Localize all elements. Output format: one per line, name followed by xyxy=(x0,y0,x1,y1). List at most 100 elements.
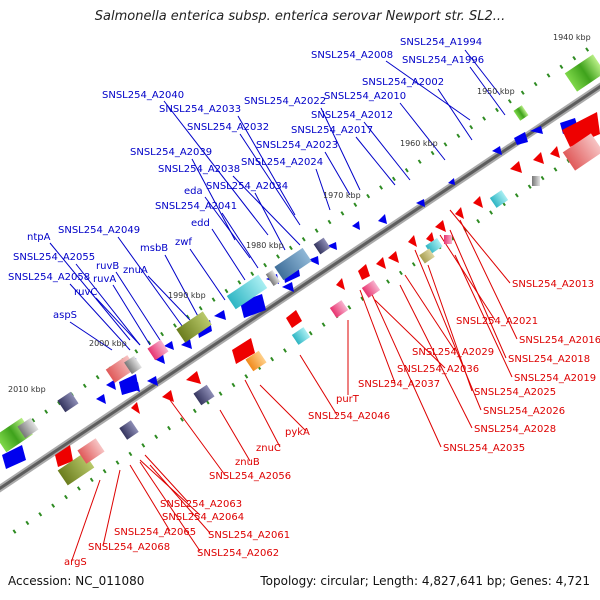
gene-label: SNSL254_A2025 xyxy=(474,387,556,398)
tick-mark xyxy=(553,167,558,172)
ruler-label: 1970 kbp xyxy=(323,191,361,200)
tick-mark xyxy=(283,348,287,353)
leader-line xyxy=(439,234,496,321)
leader-line xyxy=(204,196,251,259)
ruler-label: 1990 kbp xyxy=(168,291,206,300)
leader-line xyxy=(469,66,506,116)
gene-label: SNSL254_A2029 xyxy=(412,347,494,358)
leader-line xyxy=(147,275,191,321)
tick-mark xyxy=(192,408,197,414)
leader-line xyxy=(399,102,446,161)
gene-label: ntpA xyxy=(27,232,51,243)
leader-line xyxy=(211,228,246,281)
tick-mark xyxy=(31,418,36,423)
gene-label: msbB xyxy=(140,243,168,254)
gene-label: SNSL254_A2068 xyxy=(88,542,170,553)
tick-mark xyxy=(386,279,390,284)
tick-mark xyxy=(495,107,499,113)
tick-mark xyxy=(82,383,87,389)
leader-line xyxy=(69,321,113,351)
gene-label: argS xyxy=(64,557,87,568)
gene-label: aspS xyxy=(53,310,77,321)
ruler-label: 1950 kbp xyxy=(477,87,515,96)
gene-label: SNSL254_A2062 xyxy=(197,548,279,559)
tick-mark xyxy=(224,288,229,294)
map-title: Salmonella enterica subsp. enterica sero… xyxy=(94,9,506,24)
forward-gene-labels: SNSL254_A1994 SNSL254_A2008 SNSL254_A199… xyxy=(8,37,484,321)
tick-mark xyxy=(411,262,416,267)
tick-mark xyxy=(456,133,461,139)
tick-mark xyxy=(443,142,448,147)
gene-label: zwf xyxy=(175,237,192,248)
leader-line xyxy=(69,283,131,351)
gene-label: SNSL254_A2039 xyxy=(130,147,212,158)
gene-label: SNSL254_A2061 xyxy=(208,530,290,541)
gene-label: SNSL254_A2033 xyxy=(159,104,241,115)
leader-line xyxy=(399,284,473,429)
tick-mark xyxy=(76,486,81,491)
gene-label: SNSL254_A1996 xyxy=(402,55,484,66)
leader-line xyxy=(163,100,269,236)
label-leader-lines xyxy=(49,49,518,561)
gene-label: SNSL254_A2028 xyxy=(474,424,556,435)
tick-mark xyxy=(51,503,56,508)
annotation-blocks xyxy=(0,54,600,486)
backbone xyxy=(0,82,600,493)
gene-label: SNSL254_A2063 xyxy=(160,499,242,510)
tick-mark xyxy=(38,512,43,517)
gene-label: SNSL254_A2049 xyxy=(58,225,140,236)
gene-label: SNSL254_A1994 xyxy=(400,37,482,48)
ruler-label: 1980 kbp xyxy=(246,241,284,250)
tick-mark xyxy=(398,270,403,276)
leader-line xyxy=(464,49,501,96)
gene-label: SNSL254_A2017 xyxy=(291,125,373,136)
gene-label: purT xyxy=(336,394,360,405)
leader-line xyxy=(144,454,189,503)
gene-label: SNSL254_A2008 xyxy=(311,50,393,61)
leader-line xyxy=(129,464,171,532)
tick-mark xyxy=(250,271,255,276)
tick-mark xyxy=(64,494,68,500)
tick-mark xyxy=(520,90,525,95)
tick-mark xyxy=(198,306,203,311)
tick-mark xyxy=(514,193,519,198)
tick-mark xyxy=(353,202,358,207)
leader-line xyxy=(75,263,141,346)
tick-mark xyxy=(321,322,326,327)
gene-label: znuB xyxy=(235,457,260,468)
tick-mark xyxy=(115,460,120,465)
tick-mark xyxy=(244,374,249,379)
gene-label: SNSL254_A2055 xyxy=(13,252,95,263)
tick-mark xyxy=(572,55,577,61)
leader-line xyxy=(259,384,307,432)
tick-mark xyxy=(379,185,383,190)
leader-line xyxy=(189,248,226,301)
leader-line xyxy=(385,60,471,121)
leader-line xyxy=(437,88,473,141)
tick-mark xyxy=(540,175,545,181)
leader-line xyxy=(115,271,161,341)
leader-line xyxy=(324,151,351,196)
tick-mark xyxy=(391,176,396,182)
gene-label: ruvA xyxy=(93,274,116,285)
gene-label: SNSL254_A2038 xyxy=(158,164,240,175)
gene-label: pykA xyxy=(285,427,310,438)
leader-line xyxy=(102,469,121,547)
tick-mark xyxy=(237,280,242,285)
ruler-label: 1960 kbp xyxy=(400,139,438,148)
leader-line xyxy=(315,168,331,211)
tick-mark xyxy=(160,331,165,337)
gene-label: SNSL254_A2032 xyxy=(187,122,269,133)
tick-mark xyxy=(276,254,280,259)
tick-mark xyxy=(430,150,435,156)
tick-mark xyxy=(173,323,177,328)
tick-mark xyxy=(546,73,551,78)
tick-mark xyxy=(89,477,94,483)
tick-mark xyxy=(566,158,571,164)
tick-mark xyxy=(211,297,216,302)
leader-line xyxy=(459,219,518,340)
leader-line xyxy=(254,192,286,251)
leader-line xyxy=(71,479,101,561)
leader-line xyxy=(164,254,201,321)
tick-mark xyxy=(263,262,268,268)
